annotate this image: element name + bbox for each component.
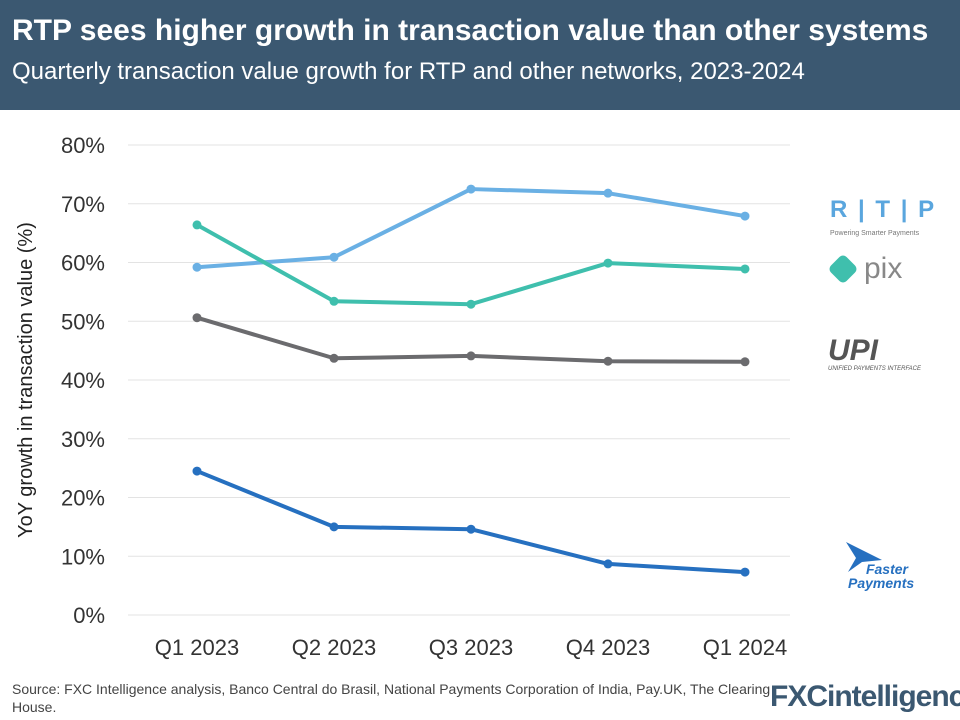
data-point xyxy=(192,466,202,476)
rtp-logo: R | T | P Powering Smarter Payments xyxy=(830,196,936,237)
data-point xyxy=(603,258,613,268)
data-point xyxy=(329,296,339,306)
y-tick-label: 10% xyxy=(61,544,105,569)
source-note: Source: FXC Intelligence analysis, Banco… xyxy=(12,681,771,715)
x-tick-label: Q3 2023 xyxy=(429,635,513,660)
data-point xyxy=(192,313,202,323)
x-tick-label: Q2 2023 xyxy=(292,635,376,660)
arrow-icon xyxy=(846,542,882,572)
fp-line1: Faster xyxy=(865,561,908,577)
data-point xyxy=(329,252,339,262)
faster-payments-logo: Faster Payments xyxy=(838,542,914,590)
y-tick-label: 80% xyxy=(61,133,105,158)
y-tick-label: 60% xyxy=(61,251,105,276)
pix-logo-text: pix xyxy=(864,252,903,285)
pix-logo: pix xyxy=(827,252,903,285)
y-tick-label: 0% xyxy=(73,603,105,628)
data-point xyxy=(740,264,750,274)
series-line xyxy=(196,187,746,270)
data-point xyxy=(466,351,476,361)
rtp-tagline: Powering Smarter Payments xyxy=(830,230,920,237)
series-pix xyxy=(192,220,750,309)
x-tick-label: Q1 2024 xyxy=(703,635,787,660)
data-point xyxy=(603,559,613,569)
y-axis-label: YoY growth in transaction value (%) xyxy=(15,222,37,538)
upi-logo: UPI UNIFIED PAYMENTS INTERFACE xyxy=(828,334,922,373)
fp-line2: Payments xyxy=(848,575,915,591)
y-tick-label: 70% xyxy=(61,192,105,217)
x-tick-label: Q4 2023 xyxy=(566,635,650,660)
rtp-logo-text: R | T | P xyxy=(830,196,937,223)
data-point xyxy=(466,299,476,309)
data-point xyxy=(740,357,750,367)
series-upi xyxy=(192,313,750,367)
data-point xyxy=(740,211,750,221)
data-point xyxy=(603,188,613,198)
series-rtp xyxy=(192,184,750,272)
y-tick-label: 50% xyxy=(61,309,105,334)
series-line xyxy=(196,469,746,575)
series-faster-payments xyxy=(192,466,750,577)
fxc-logo: FXCintelligence xyxy=(770,680,960,713)
series-line xyxy=(196,223,746,307)
data-point xyxy=(466,524,476,534)
chart-subtitle: Quarterly transaction value growth for R… xyxy=(12,58,805,85)
header: RTP sees higher growth in transaction va… xyxy=(0,0,960,110)
upi-tagline: UNIFIED PAYMENTS INTERFACE xyxy=(828,366,922,372)
y-tick-label: 40% xyxy=(61,368,105,393)
data-point xyxy=(603,356,613,366)
chart-title: RTP sees higher growth in transaction va… xyxy=(12,14,929,47)
data-point xyxy=(329,353,339,363)
x-tick-label: Q1 2023 xyxy=(155,635,239,660)
data-point xyxy=(466,184,476,194)
data-point xyxy=(192,220,202,230)
y-tick-label: 30% xyxy=(61,427,105,452)
data-point xyxy=(192,262,202,272)
y-tick-label: 20% xyxy=(61,486,105,511)
pix-diamond-icon xyxy=(827,253,859,285)
data-point xyxy=(329,522,339,532)
upi-logo-text: UPI xyxy=(828,334,879,367)
data-point xyxy=(740,567,750,577)
